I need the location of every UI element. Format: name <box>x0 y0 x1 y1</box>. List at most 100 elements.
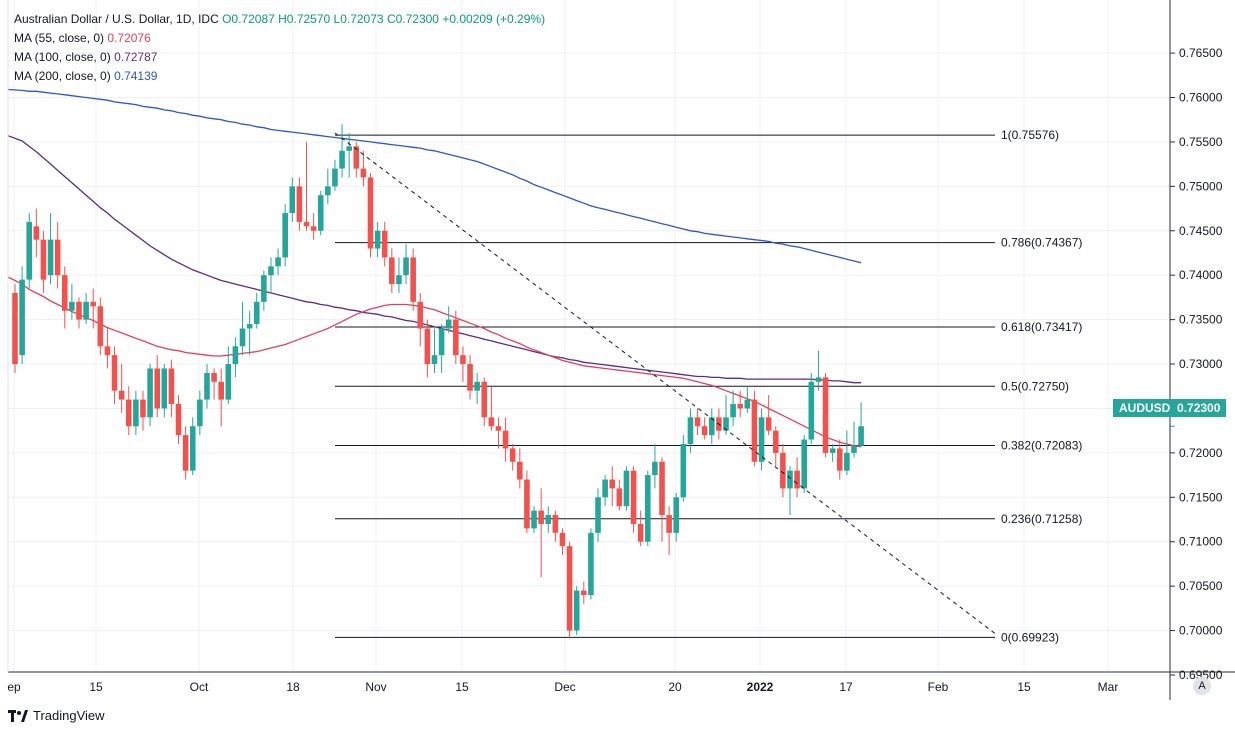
candle-90 <box>652 444 658 489</box>
candle-46 <box>339 124 345 178</box>
candle-body-94 <box>680 444 687 498</box>
candle-body-115 <box>829 448 836 453</box>
candle-body-26 <box>197 399 203 427</box>
candle-body-15 <box>118 390 125 400</box>
candle-112 <box>808 372 815 444</box>
candle-39 <box>289 177 296 222</box>
candle-body-9 <box>76 301 82 320</box>
x-tick-label-0: ep <box>7 680 21 694</box>
ma55-legend[interactable]: MA (55, close, 0) 0.72076 <box>14 29 545 48</box>
candle-8 <box>69 284 75 320</box>
candle-body-14 <box>111 355 118 391</box>
candle-body-105 <box>758 417 765 462</box>
candle-98 <box>708 408 715 444</box>
ma200-legend[interactable]: MA (200, close, 0) 0.74139 <box>14 67 545 86</box>
candle-body-40 <box>296 186 303 222</box>
candle-33 <box>246 310 253 356</box>
candle-111 <box>801 435 808 493</box>
candle-95 <box>687 408 694 453</box>
candle-51 <box>374 221 381 258</box>
candle-body-106 <box>765 417 772 431</box>
candle-body-102 <box>737 404 744 409</box>
candle-41 <box>303 141 310 231</box>
candle-56 <box>410 248 416 311</box>
candle-body-39 <box>289 186 296 213</box>
x-tick-label-12: Mar <box>1098 680 1119 694</box>
moving-averages <box>7 88 862 448</box>
candle-body-5 <box>47 239 54 276</box>
candle-62 <box>453 310 459 365</box>
candle-14 <box>111 346 118 405</box>
ma100-line <box>7 135 862 384</box>
candle-71 <box>517 448 523 489</box>
auto-scale-button[interactable]: A <box>1193 677 1211 695</box>
candle-26 <box>197 390 203 436</box>
candle-body-35 <box>261 275 267 302</box>
candle-body-66 <box>481 381 488 418</box>
candle-body-21 <box>161 368 168 409</box>
candle-body-62 <box>453 319 459 356</box>
candle-body-50 <box>367 177 374 249</box>
y-tick-label-9: 0.72000 <box>1179 446 1223 460</box>
fib-label-3: 0.5(0.72750) <box>1001 379 1069 393</box>
candle-82 <box>595 488 601 542</box>
candle-104 <box>751 390 758 467</box>
candle-58 <box>424 319 431 378</box>
candle-6 <box>54 221 61 289</box>
candle-body-117 <box>844 452 850 471</box>
candle-body-75 <box>545 515 552 524</box>
tradingview-logo[interactable]: TradingView <box>8 708 105 723</box>
candle-body-53 <box>389 257 395 285</box>
candle-body-45 <box>332 168 338 187</box>
x-tick-label-7: 20 <box>668 680 682 694</box>
candle-body-20 <box>154 368 160 409</box>
candle-1 <box>19 266 25 365</box>
candle-body-12 <box>97 306 104 347</box>
candlestick-series <box>12 124 864 638</box>
candle-32 <box>239 301 246 356</box>
candle-body-73 <box>531 510 537 529</box>
candle-body-41 <box>303 221 310 227</box>
candle-50 <box>367 173 374 258</box>
candle-body-65 <box>474 381 480 391</box>
candle-42 <box>310 213 317 240</box>
candle-body-55 <box>403 257 409 276</box>
candle-10 <box>83 292 89 325</box>
candle-body-22 <box>168 368 175 405</box>
candle-body-119 <box>858 426 864 446</box>
candle-113 <box>815 350 822 391</box>
candle-body-13 <box>104 346 111 356</box>
candle-44 <box>325 168 331 205</box>
candle-body-56 <box>410 257 416 302</box>
ma200-line <box>7 88 862 264</box>
candle-106 <box>765 395 772 436</box>
candle-body-87 <box>630 470 637 524</box>
candle-body-28 <box>211 372 217 382</box>
candle-65 <box>474 372 480 405</box>
candle-body-76 <box>552 515 559 533</box>
candle-69 <box>502 417 509 462</box>
branding-text: TradingView <box>33 708 105 723</box>
candle-23 <box>175 395 182 444</box>
candle-body-93 <box>673 497 680 533</box>
x-tick-label-10: Feb <box>928 680 949 694</box>
candle-body-57 <box>417 301 424 329</box>
candle-2 <box>26 213 33 289</box>
ma100-legend[interactable]: MA (100, close, 0) 0.72787 <box>14 48 545 67</box>
candle-103 <box>744 386 751 413</box>
y-tick-label-12: 0.70500 <box>1179 579 1223 593</box>
candle-body-88 <box>637 523 644 542</box>
candle-body-58 <box>424 328 431 365</box>
tradingview-icon <box>8 709 28 722</box>
candle-12 <box>97 297 104 356</box>
candle-body-42 <box>310 226 317 231</box>
y-tick-label-7: 0.73000 <box>1179 357 1223 371</box>
candle-110 <box>794 457 800 498</box>
candle-74 <box>538 488 544 578</box>
low-value: L0.72073 <box>333 12 384 26</box>
candle-body-32 <box>239 328 246 347</box>
candle-body-111 <box>801 439 808 489</box>
candle-body-27 <box>204 372 210 400</box>
candle-66 <box>481 377 488 427</box>
